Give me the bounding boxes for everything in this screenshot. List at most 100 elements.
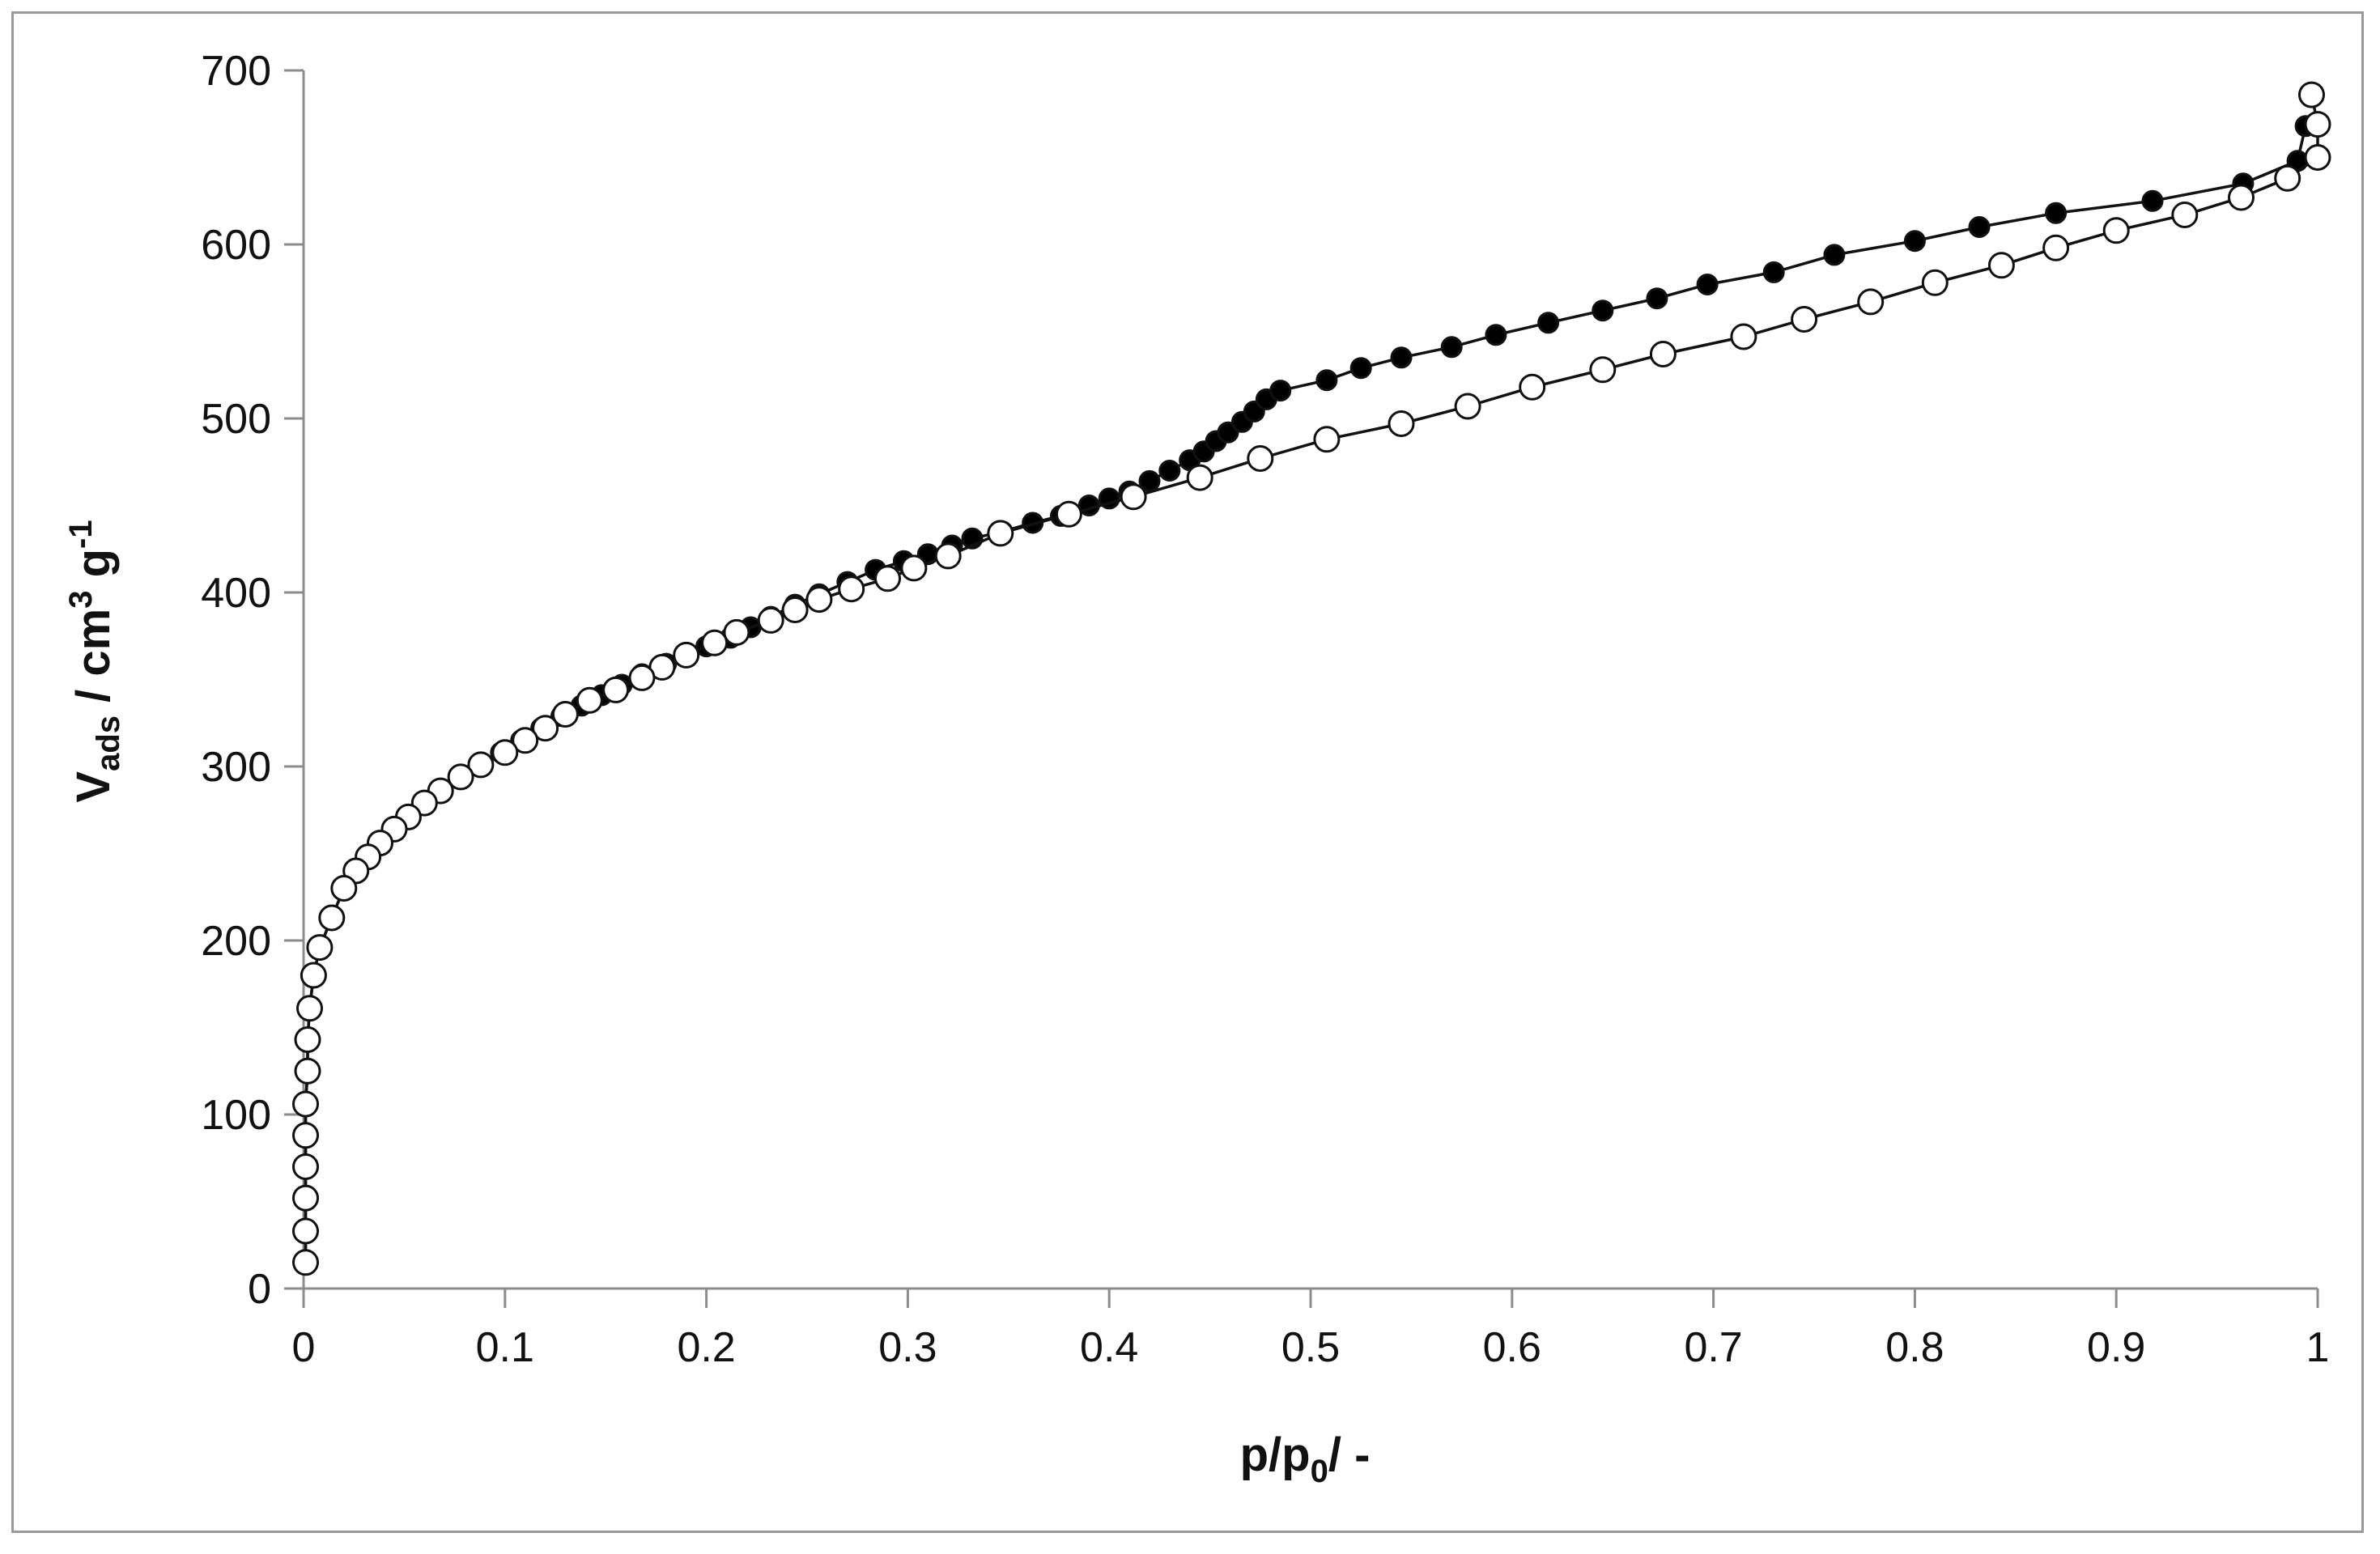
y-tick-label: 400 — [201, 570, 271, 617]
y-tick-label: 200 — [201, 918, 271, 965]
data-point-adsorption — [1077, 495, 1100, 516]
data-point-adsorption — [1537, 312, 1560, 334]
data-point-adsorption — [1390, 346, 1413, 369]
y-tick-label: 700 — [201, 48, 271, 95]
data-point-desorption — [330, 875, 358, 902]
data-point-adsorption — [1696, 274, 1719, 295]
x-tick-label: 0.9 — [2087, 1324, 2145, 1371]
x-tick-label: 0.1 — [476, 1324, 534, 1371]
data-point-desorption — [294, 1057, 321, 1085]
data-point-desorption — [576, 686, 603, 714]
data-point-adsorption — [1592, 299, 1614, 322]
data-point-desorption — [1186, 464, 1213, 491]
data-point-adsorption — [1968, 216, 1991, 238]
data-point-desorption — [602, 676, 630, 703]
x-axis-title: p/p0/ - — [1240, 1429, 1371, 1489]
data-point-desorption — [1454, 393, 1481, 420]
data-point-desorption — [2171, 202, 2199, 228]
data-point-desorption — [2304, 144, 2331, 171]
data-point-desorption — [757, 606, 784, 634]
data-point-desorption — [292, 1153, 319, 1180]
data-point-desorption — [1857, 288, 1885, 316]
data-point-desorption — [1589, 356, 1617, 384]
data-point-desorption — [1055, 500, 1082, 528]
data-point-desorption — [874, 565, 901, 592]
data-point-desorption — [1519, 373, 1546, 401]
data-point-desorption — [805, 586, 833, 614]
data-point-desorption — [934, 542, 962, 570]
data-point-desorption — [2304, 111, 2331, 138]
data-point-adsorption — [1762, 261, 1785, 283]
isotherm-chart: 0 100 200 300 400 500 600 700 0 0.1 0.2 0.3 0.4 0.5 0.… — [63, 48, 2331, 1489]
data-point-desorption — [300, 962, 327, 989]
data-point-adsorption — [2045, 202, 2068, 224]
data-point-desorption — [296, 995, 323, 1022]
data-point-adsorption — [1269, 380, 1292, 402]
data-point-desorption — [2298, 81, 2325, 108]
data-point-desorption — [292, 1122, 319, 1149]
data-point-desorption — [1921, 269, 1949, 296]
data-point-desorption — [1649, 341, 1677, 367]
y-tick-label: 600 — [201, 222, 271, 269]
series-line-desorption — [304, 94, 2319, 1263]
data-point-desorption — [838, 575, 865, 603]
data-point-adsorption — [1349, 357, 1372, 380]
data-point-desorption — [447, 763, 474, 791]
data-point-desorption — [551, 701, 579, 728]
data-point-adsorption — [1158, 460, 1181, 482]
data-point-desorption — [2228, 184, 2255, 211]
x-tick-label: 0.7 — [1684, 1324, 1742, 1371]
x-tick-label: 0.4 — [1080, 1324, 1138, 1371]
y-tick-label: 100 — [201, 1092, 271, 1139]
data-point-adsorption — [2141, 189, 2164, 212]
data-point-desorption — [294, 1026, 321, 1053]
data-point-adsorption — [1485, 324, 1507, 346]
x-tick-label: 0 — [292, 1324, 316, 1371]
y-axis-title: Vads / cm3 g-1 — [63, 520, 126, 802]
x-tick-label: 0.2 — [677, 1324, 735, 1371]
data-point-desorption — [292, 1249, 319, 1276]
data-point-desorption — [1247, 445, 1274, 472]
data-point-desorption — [723, 618, 750, 646]
chart-frame: 0 100 200 300 400 500 600 700 0 0.1 0.2 0.3 0.4 0.5 0.… — [11, 11, 2364, 1533]
data-point-adsorption — [1646, 287, 1668, 310]
data-point-desorption — [987, 520, 1014, 547]
data-point-desorption — [900, 554, 928, 582]
data-point-desorption — [2102, 217, 2130, 244]
x-tick-label: 1 — [2306, 1324, 2330, 1371]
data-point-desorption — [491, 739, 519, 766]
y-tick-label: 300 — [201, 744, 271, 791]
x-tick-label: 0.8 — [1885, 1324, 1944, 1371]
data-point-adsorption — [1903, 230, 1926, 253]
data-point-desorption — [306, 934, 334, 962]
data-point-desorption — [1987, 252, 2015, 279]
data-point-desorption — [467, 751, 495, 779]
x-tick-label: 0.5 — [1281, 1324, 1340, 1371]
data-point-desorption — [512, 727, 539, 754]
x-tick-label: 0.6 — [1483, 1324, 1541, 1371]
data-point-desorption — [1730, 323, 1757, 350]
data-point-desorption — [701, 629, 729, 656]
data-point-desorption — [292, 1217, 319, 1245]
y-tick-label: 500 — [201, 396, 271, 443]
data-point-desorption — [1313, 426, 1341, 453]
y-tick-label: 0 — [248, 1266, 271, 1313]
data-point-desorption — [2274, 164, 2301, 192]
data-point-adsorption — [1315, 369, 1338, 392]
data-point-desorption — [1791, 306, 1818, 333]
data-point-desorption — [673, 641, 700, 669]
data-point-desorption — [781, 597, 809, 623]
data-point-desorption — [292, 1090, 319, 1118]
data-point-desorption — [318, 904, 346, 932]
data-point-desorption — [1120, 483, 1147, 511]
data-point-adsorption — [1440, 336, 1463, 359]
data-point-desorption — [532, 715, 559, 742]
series-desorption — [292, 81, 2331, 1276]
data-point-desorption — [292, 1184, 319, 1212]
data-point-desorption — [2042, 234, 2070, 261]
data-point-desorption — [1388, 410, 1415, 437]
data-point-desorption — [628, 664, 656, 691]
series-layer — [292, 81, 2331, 1276]
x-tick-label: 0.3 — [878, 1324, 937, 1371]
axes: 0 100 200 300 400 500 600 700 0 0.1 0.2 0.3 0.4 0.5 0.… — [201, 48, 2329, 1371]
